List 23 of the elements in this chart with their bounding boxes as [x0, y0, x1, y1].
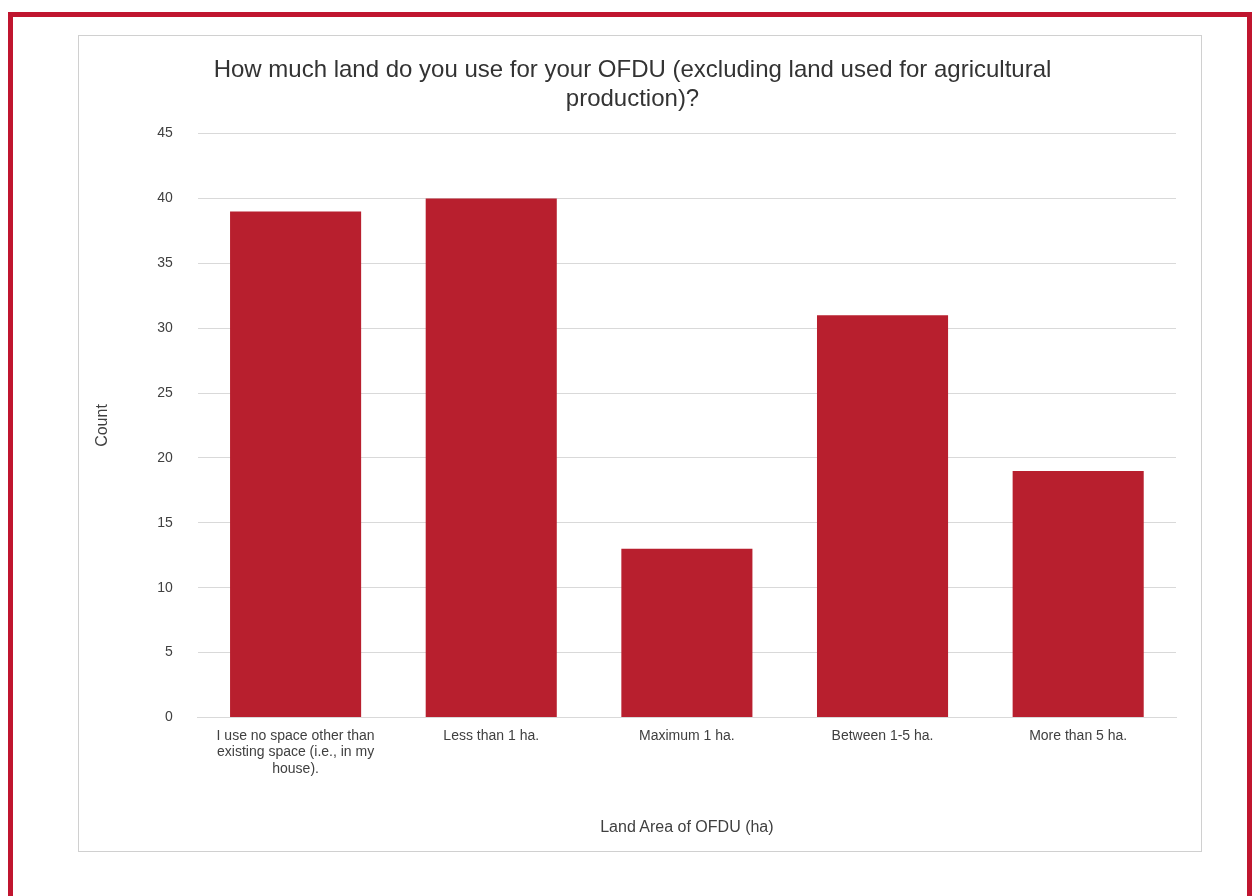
- bar: [230, 211, 362, 717]
- x-tick-label: Less than 1 ha.: [443, 726, 540, 743]
- y-tick-label: 0: [164, 708, 173, 725]
- bar: [816, 315, 949, 717]
- x-axis-title: Land Area of OFDU (ha): [600, 817, 774, 835]
- y-tick-label: 10: [157, 578, 173, 595]
- bar: [1012, 470, 1144, 717]
- bar: [621, 548, 753, 717]
- bar: [425, 198, 557, 717]
- y-tick-label: 25: [157, 383, 173, 400]
- y-tick-label: 30: [157, 319, 173, 336]
- y-tick-label: 15: [157, 513, 173, 530]
- y-tick-label: 5: [164, 643, 173, 660]
- y-tick-label: 20: [157, 448, 173, 465]
- x-tick-label: I use no space other than existing space (i.e., in my house).: [216, 726, 375, 777]
- y-tick-label: 35: [157, 254, 173, 271]
- y-tick-label: 40: [157, 189, 173, 206]
- x-tick-label: Between 1-5 ha.: [831, 726, 934, 743]
- x-tick-label: Maximum 1 ha.: [639, 726, 735, 743]
- chart-title: How much land do you use for your OFDU (excluding land used for agricultural production)?: [213, 55, 1052, 111]
- y-axis-title: Count: [93, 403, 111, 447]
- y-tick-label: 45: [157, 124, 173, 141]
- x-tick-label: More than 5 ha.: [1029, 726, 1128, 743]
